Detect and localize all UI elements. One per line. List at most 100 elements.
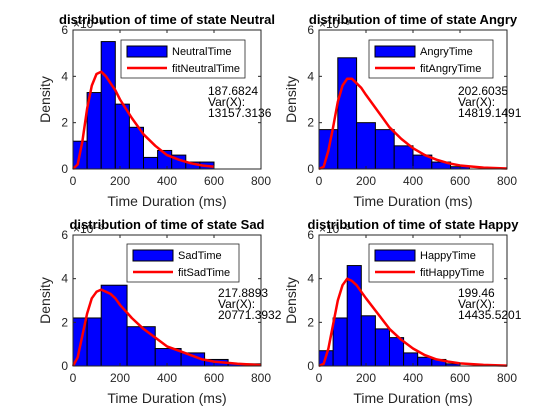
stats-text: 14435.5201 [458,308,522,322]
y-tick-label: 6 [61,23,68,37]
stats-text: 202.6035 [458,84,508,98]
chart-title: distribution of time of state Angry [309,12,518,27]
legend-label: AngryTime [420,46,473,58]
x-tick-label: 400 [157,371,177,385]
histogram-bar [356,122,376,170]
x-tick-label: 0 [316,371,323,385]
x-tick-label: 0 [316,174,323,188]
y-tick-label: 4 [307,69,314,83]
histogram-bar [417,356,433,367]
chart-title: distribution of time of state Neutral [59,12,275,27]
x-tick-label: 0 [70,174,77,188]
y-tick-label: 2 [307,116,314,130]
y-tick-label: 2 [307,315,314,329]
y-axis-label: Density [37,76,53,123]
y-tick-label: 4 [61,272,68,286]
y-axis-label: Density [283,76,299,123]
stats-text: 20771.3932 [218,308,282,322]
x-tick-label: 0 [70,371,77,385]
stats-text: 187.6824 [208,84,258,98]
y-tick-label: 6 [61,228,68,242]
x-tick-label: 800 [497,371,517,385]
x-tick-label: 600 [204,174,224,188]
x-axis-label: Time Duration (ms) [107,390,226,406]
x-tick-label: 600 [450,174,470,188]
x-tick-label: 800 [497,174,517,188]
y-tick-label: 0 [61,359,68,373]
x-tick-label: 800 [251,371,271,385]
x-tick-label: 400 [157,174,177,188]
histogram-bar [389,337,405,367]
y-axis-label: Density [37,277,53,324]
x-axis-label: Time Duration (ms) [353,193,472,209]
y-tick-label: 4 [307,272,314,286]
legend-swatch-histogram [374,249,416,262]
legend-label: SadTime [178,250,222,262]
y-tick-label: 0 [307,162,314,176]
y-exponent-label: ×10⁻³ [73,17,104,31]
y-tick-label: 2 [61,315,68,329]
y-tick-label: 0 [61,162,68,176]
legend-swatch-histogram [126,45,168,58]
legend-label: fitHappyTime [420,267,484,279]
x-tick-label: 400 [403,174,423,188]
y-tick-label: 6 [307,23,314,37]
x-tick-label: 400 [403,371,423,385]
fit-curve [72,70,215,170]
x-tick-label: 200 [110,174,130,188]
legend: NeutralTime fitNeutralTime [120,39,246,79]
legend-label: fitNeutralTime [172,63,240,75]
y-tick-label: 4 [61,69,68,83]
legend-swatch-histogram [374,45,416,58]
stats-text: 13157.3136 [208,106,272,120]
histogram-bar [126,326,156,367]
y-tick-label: 0 [307,359,314,373]
histogram-bar [86,317,102,367]
histogram-bar [332,317,348,367]
histogram-bar [100,41,116,170]
y-exponent-label: ×10⁻³ [73,222,104,236]
x-tick-label: 600 [450,371,470,385]
legend-label: fitSadTime [178,267,230,279]
stats-text: 14819.1491 [458,106,522,120]
histogram-bar [143,156,159,170]
stats-text: 199.46 [458,286,495,300]
legend: SadTime fitSadTime [126,243,240,283]
y-exponent-label: ×10⁻³ [319,17,350,31]
y-tick-label: 2 [61,116,68,130]
x-tick-label: 200 [356,174,376,188]
chart-title: distribution of time of state Sad [69,217,264,232]
stats-text: Var(X): [218,297,255,311]
stats-text: 217.8893 [218,286,268,300]
x-tick-label: 800 [251,174,271,188]
stats-text: Var(X): [458,95,495,109]
stats-text: Var(X): [458,297,495,311]
histogram-bar [360,315,376,367]
x-axis-label: Time Duration (ms) [353,390,472,406]
histogram-bar [337,57,358,170]
histogram-bar [403,352,419,367]
histogram-bar [393,145,414,170]
stats-text: Var(X): [208,95,245,109]
histogram-bar [374,328,390,367]
legend-label: fitAngryTime [420,63,481,75]
x-axis-label: Time Duration (ms) [107,193,226,209]
fit-curve [318,277,508,368]
histogram-bar [128,126,144,170]
legend-swatch-histogram [132,249,174,262]
histogram-bar [114,103,130,170]
fit-curve [71,288,262,367]
chart-title: distribution of time of state Happy [308,217,520,232]
fit-curve [318,77,508,171]
y-exponent-label: ×10⁻³ [319,222,350,236]
legend: AngryTime fitAngryTime [368,39,494,79]
y-axis-label: Density [283,277,299,324]
x-tick-label: 200 [110,371,130,385]
legend-label: NeutralTime [172,46,232,58]
legend: HappyTime fitHappyTime [368,243,494,283]
